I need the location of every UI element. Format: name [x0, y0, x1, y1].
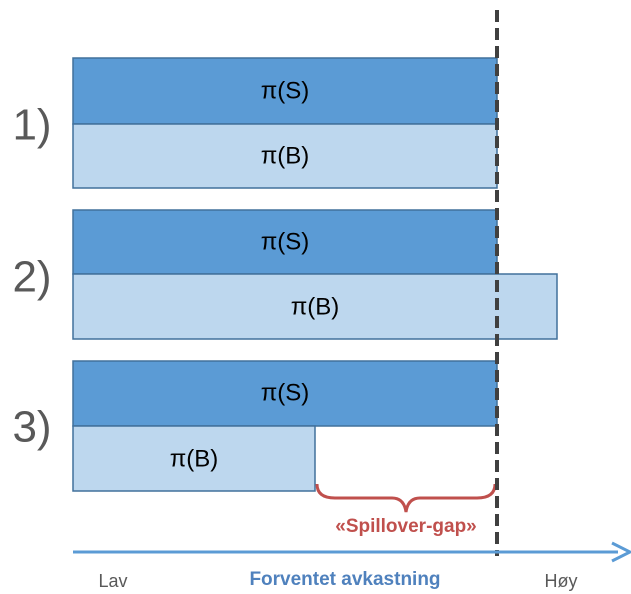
bar-s — [72, 360, 498, 427]
axis-arrow — [611, 541, 631, 563]
bar-b-label: π(B) — [170, 445, 219, 472]
row-1: π(S) π(B) 1) — [12, 57, 498, 189]
gap-label: «Spillover-gap» — [335, 516, 477, 537]
bar-b-label: π(B) — [261, 142, 310, 169]
axis-right-label: Høy — [545, 571, 578, 591]
bar-b-label: π(B) — [291, 293, 340, 320]
row-label: 2) — [12, 253, 51, 302]
bar-s-label: π(S) — [261, 228, 310, 255]
row-2: π(S) π(B) 2) — [12, 209, 558, 340]
bar-s-label: π(S) — [261, 77, 310, 104]
bar-s — [72, 57, 498, 125]
axis-left-label: Lav — [98, 571, 127, 591]
gap-brace — [315, 483, 497, 513]
axis-title: Forventet avkastning — [249, 569, 440, 590]
row-3: π(S) π(B) 3) — [12, 360, 498, 492]
bar-b — [72, 123, 498, 189]
bar-s — [72, 209, 498, 275]
row-label: 3) — [12, 403, 51, 452]
row-label: 1) — [12, 101, 51, 150]
bar-b — [72, 425, 316, 492]
bar-b — [72, 273, 558, 340]
bar-s-label: π(S) — [261, 379, 310, 406]
